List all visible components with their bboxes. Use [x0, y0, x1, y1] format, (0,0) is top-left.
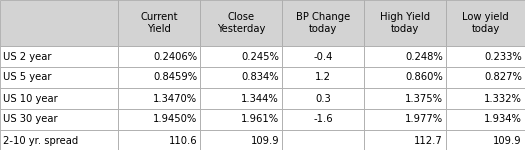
Text: 0.3: 0.3 [315, 93, 331, 104]
Bar [446, 67, 525, 88]
Bar [282, 109, 364, 130]
Text: Close
Yesterday: Close Yesterday [217, 12, 265, 34]
Text: 1.934%: 1.934% [484, 114, 522, 124]
Text: 0.834%: 0.834% [242, 72, 279, 83]
Bar [200, 67, 282, 88]
Text: 1.9450%: 1.9450% [153, 114, 197, 124]
Text: 2-10 yr. spread: 2-10 yr. spread [3, 135, 78, 146]
Text: 0.245%: 0.245% [241, 51, 279, 61]
Bar [364, 67, 446, 88]
Bar [446, 0, 525, 46]
Bar [200, 46, 282, 67]
Text: US 5 year: US 5 year [3, 72, 51, 83]
Bar [282, 0, 364, 46]
Bar [118, 67, 200, 88]
Text: US 30 year: US 30 year [3, 114, 58, 124]
Bar [446, 88, 525, 109]
Bar [118, 46, 200, 67]
Text: 1.344%: 1.344% [242, 93, 279, 104]
Bar [446, 130, 525, 150]
Text: -1.6: -1.6 [313, 114, 333, 124]
Text: -0.4: -0.4 [313, 51, 333, 61]
Text: 109.9: 109.9 [494, 135, 522, 146]
Text: US 10 year: US 10 year [3, 93, 58, 104]
Text: Low yield
today: Low yield today [462, 12, 509, 34]
Bar [0, 67, 118, 88]
Text: 1.977%: 1.977% [405, 114, 443, 124]
Bar [0, 130, 118, 150]
Text: 0.827%: 0.827% [484, 72, 522, 83]
Bar [0, 88, 118, 109]
Bar [364, 130, 446, 150]
Bar [0, 0, 118, 46]
Bar [282, 67, 364, 88]
Bar [200, 130, 282, 150]
Text: 1.3470%: 1.3470% [153, 93, 197, 104]
Bar [364, 88, 446, 109]
Text: 0.2406%: 0.2406% [153, 51, 197, 61]
Text: 0.8459%: 0.8459% [153, 72, 197, 83]
Text: Current
Yield: Current Yield [140, 12, 178, 34]
Text: 1.2: 1.2 [315, 72, 331, 83]
Text: 1.332%: 1.332% [484, 93, 522, 104]
Bar [118, 0, 200, 46]
Text: 0.860%: 0.860% [405, 72, 443, 83]
Bar [446, 109, 525, 130]
Bar [282, 88, 364, 109]
Text: 110.6: 110.6 [169, 135, 197, 146]
Text: 112.7: 112.7 [414, 135, 443, 146]
Bar [200, 109, 282, 130]
Bar [364, 0, 446, 46]
Bar [0, 46, 118, 67]
Bar [118, 109, 200, 130]
Text: 0.233%: 0.233% [484, 51, 522, 61]
Bar [282, 46, 364, 67]
Bar [446, 46, 525, 67]
Text: US 2 year: US 2 year [3, 51, 51, 61]
Bar [364, 109, 446, 130]
Text: 0.248%: 0.248% [405, 51, 443, 61]
Text: BP Change
today: BP Change today [296, 12, 350, 34]
Bar [118, 88, 200, 109]
Bar [200, 88, 282, 109]
Bar [282, 130, 364, 150]
Text: 109.9: 109.9 [250, 135, 279, 146]
Bar [364, 46, 446, 67]
Text: 1.375%: 1.375% [405, 93, 443, 104]
Bar [200, 0, 282, 46]
Bar [118, 130, 200, 150]
Bar [0, 109, 118, 130]
Text: 1.961%: 1.961% [241, 114, 279, 124]
Text: High Yield
today: High Yield today [380, 12, 430, 34]
